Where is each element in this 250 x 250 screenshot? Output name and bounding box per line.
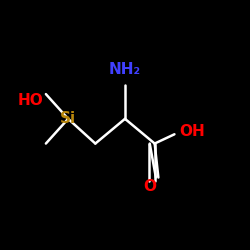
Text: NH₂: NH₂ <box>109 62 141 77</box>
Text: OH: OH <box>180 124 205 139</box>
Text: Si: Si <box>60 111 76 126</box>
Text: HO: HO <box>18 93 44 108</box>
Text: O: O <box>143 179 156 194</box>
